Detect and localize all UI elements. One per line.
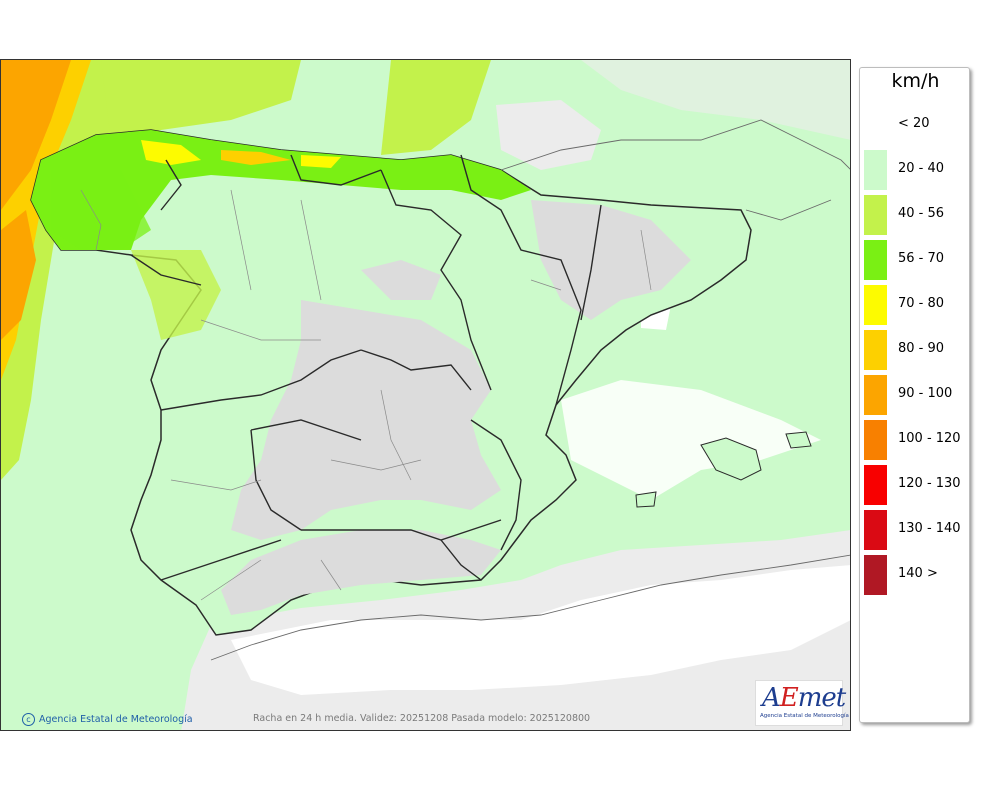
legend-label: 130 - 140 <box>898 521 961 536</box>
agency-credit: c Agencia Estatal de Meteorología <box>22 713 193 726</box>
north-africa-coastline <box>210 554 850 661</box>
map-canvas <box>1 60 850 730</box>
legend-label: 40 - 56 <box>898 206 945 221</box>
wind-band-40-56-biscay <box>381 60 491 155</box>
wind-band-80-90-picos <box>221 150 291 165</box>
legend-swatch <box>864 150 887 190</box>
wind-band-70-80-cantabria <box>301 155 341 168</box>
legend-swatch <box>864 240 887 280</box>
legend-item: 130 - 140 <box>864 509 969 550</box>
legend-item: 70 - 80 <box>864 284 969 325</box>
agency-credit-text: Agencia Estatal de Meteorología <box>39 714 193 725</box>
legend-item: 90 - 100 <box>864 374 969 415</box>
low-wind-duero <box>361 260 441 300</box>
legend-swatch <box>864 465 887 505</box>
logo-letter-a: A <box>762 683 781 713</box>
map-caption: Racha en 24 h media. Validez: 20251208 P… <box>253 713 591 724</box>
legend-item: 120 - 130 <box>864 464 969 505</box>
legend-item: 140 > <box>864 554 969 595</box>
wind-band-56-70-galicia <box>51 170 151 250</box>
legend-label: 100 - 120 <box>898 431 961 446</box>
low-wind-andalusia <box>221 530 501 615</box>
mallorca-island <box>700 437 762 481</box>
legend-item: 40 - 56 <box>864 194 969 235</box>
legend-item: 100 - 120 <box>864 419 969 460</box>
legend-label: 90 - 100 <box>898 386 953 401</box>
legend-swatch <box>864 330 887 370</box>
low-wind-biscay <box>496 100 601 170</box>
province-borders <box>80 189 652 601</box>
wind-band-40-56-leon <box>131 250 221 340</box>
ibiza-island <box>635 491 657 508</box>
wind-gust-map <box>0 59 851 731</box>
legend-label: 20 - 40 <box>898 161 945 176</box>
wind-band-70-80-asturias <box>141 140 201 165</box>
legend-item: < 20 <box>864 104 969 145</box>
low-wind-interior-plateau <box>231 300 501 540</box>
legend-item: 56 - 70 <box>864 239 969 280</box>
logo-word-met: met <box>797 683 846 713</box>
legend-swatch <box>864 195 887 235</box>
legend-label: 120 - 130 <box>898 476 961 491</box>
france-south-coast <box>745 199 832 221</box>
wind-band-90-100-atlantic <box>1 60 71 210</box>
logo-letter-e: E <box>779 683 799 713</box>
low-wind-balearic-sea <box>561 380 821 500</box>
legend-swatch <box>864 285 887 325</box>
legend-unit: km/h <box>891 70 940 92</box>
legend-label: 140 > <box>898 566 938 581</box>
aemet-logo: AEmet Agencia Estatal de Meteorología <box>755 680 849 726</box>
copyright-icon: c <box>22 713 35 726</box>
region-borders <box>130 154 602 581</box>
legend-swatch <box>864 375 887 415</box>
wind-band-90-100-atlantic-2 <box>1 210 36 340</box>
low-wind-france <box>581 60 850 140</box>
legend-swatch <box>864 555 887 595</box>
wind-band-40-56-cantabrian <box>101 60 301 140</box>
low-wind-alboran <box>231 565 850 695</box>
legend-swatch <box>864 420 887 460</box>
menorca-island <box>785 431 812 449</box>
legend-item: 80 - 90 <box>864 329 969 370</box>
legend-label: 56 - 70 <box>898 251 945 266</box>
wind-legend: km/h < 20 20 - 40 40 - 56 56 - 70 70 - 8… <box>859 67 970 723</box>
legend-swatch <box>864 105 887 145</box>
aemet-logo-subtitle: Agencia Estatal de Meteorología <box>760 713 849 719</box>
aemet-logo-word: AEmet <box>762 683 846 713</box>
france-coastline <box>500 119 850 171</box>
legend-swatch <box>864 510 887 550</box>
legend-item: 20 - 40 <box>864 149 969 190</box>
legend-label: 70 - 80 <box>898 296 945 311</box>
legend-label: 80 - 90 <box>898 341 945 356</box>
legend-label: < 20 <box>898 116 930 131</box>
